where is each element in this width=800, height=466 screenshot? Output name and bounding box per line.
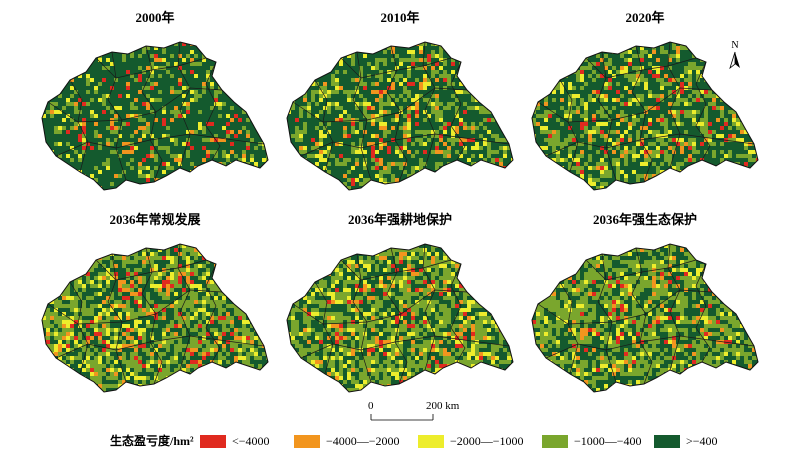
legend: 生态盈亏度/hm² <−4000 −4000—−2000 −2000—−1000… [110,432,790,452]
legend-label-2: −4000—−2000 [326,434,400,448]
panel-title: 2000年 [135,10,175,25]
map-panel-2000: 2000年 [30,10,280,200]
panel-title: 2036年常规发展 [109,212,201,227]
region-map [41,243,269,393]
map-panel-2010: 2010年 [275,10,525,200]
panel-title: 2036年强生态保护 [592,212,697,227]
region-map [531,243,759,393]
north-label: N [731,40,739,51]
region-outline [41,243,269,393]
county-boundaries [47,41,265,183]
region-outline [286,243,514,393]
legend-swatch-2 [294,435,320,448]
county-boundaries [292,41,510,183]
scale-end-label: 200 km [426,400,460,412]
legend-label-4: −1000—−400 [574,434,642,448]
region-outline [531,243,759,393]
legend-swatch-1 [200,435,226,448]
map-panel-2036-ecological: 2036年强生态保护 [520,212,770,402]
region-outline [286,41,514,191]
panel-title: 2020年 [625,10,665,25]
county-boundaries [47,243,265,385]
map-panel-2020: 2020年 [520,10,770,200]
region-outline [531,41,759,191]
map-panel-2036-conventional: 2036年常规发展 [30,212,280,402]
scale-bar: 0 200 km [368,400,478,422]
region-map [286,243,514,393]
county-boundaries [537,243,755,385]
region-outline [41,41,269,191]
region-map [286,41,514,191]
scale-bar-line [370,414,434,421]
legend-swatch-5 [654,435,680,448]
scale-zero-label: 0 [368,400,374,412]
legend-label-3: −2000—−1000 [450,434,524,448]
map-panel-2036-farmland: 2036年强耕地保护 [275,212,525,402]
legend-label-1: <−4000 [232,434,270,448]
region-map [41,41,269,191]
panel-title: 2036年强耕地保护 [347,212,452,227]
region-map [531,41,759,191]
county-boundaries [537,41,755,183]
legend-label-5: >−400 [686,434,718,448]
county-boundaries [292,243,510,385]
legend-swatch-4 [542,435,568,448]
panel-title: 2010年 [380,10,420,25]
north-arrow-icon [729,51,740,70]
legend-swatch-3 [418,435,444,448]
legend-title: 生态盈亏度/hm² [110,434,194,448]
